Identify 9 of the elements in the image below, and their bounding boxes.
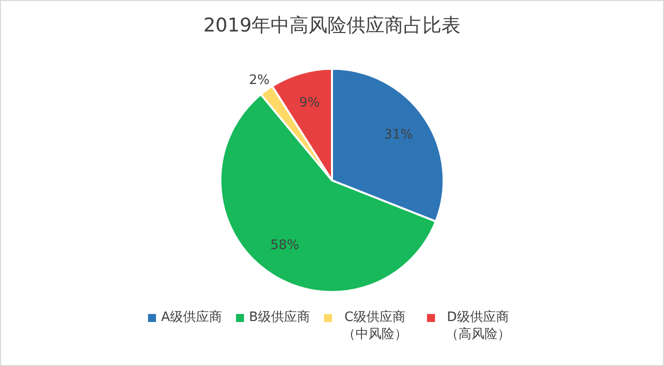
data-label: 9% <box>299 96 320 111</box>
chart-title: 2019年中高风险供应商占比表 <box>203 14 461 36</box>
legend-label: B级供应商 <box>248 309 310 326</box>
data-label: 2% <box>249 72 270 88</box>
data-label: 58% <box>270 238 300 253</box>
legend-label: A级供应商 <box>161 309 222 326</box>
legend-label: C级供应商（中风险） <box>341 309 408 343</box>
legend-label: D级供应商（高风险） <box>444 309 512 343</box>
data-label: 31% <box>384 128 413 143</box>
